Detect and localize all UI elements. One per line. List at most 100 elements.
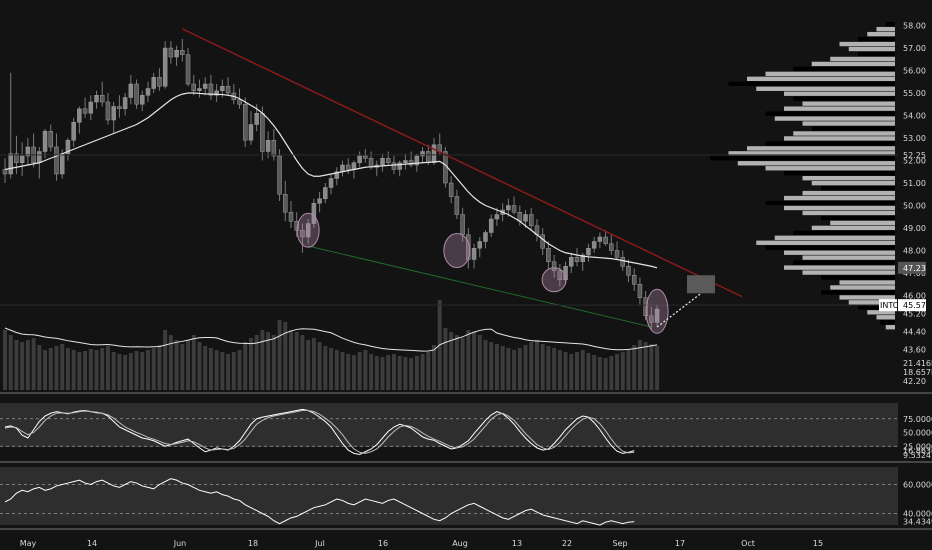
volume-bar [397, 356, 402, 390]
candle-body [71, 122, 76, 141]
candle-body [340, 164, 345, 172]
volume-profile-bar [821, 215, 895, 221]
rsi-pane-bg [0, 467, 898, 525]
volume-bar [277, 320, 282, 390]
date-tick-label: 16 [378, 539, 388, 548]
volume-profile-bar [765, 245, 895, 250]
price-tags: 47.23 INTC 45.57 [879, 261, 926, 312]
candle-body [471, 248, 477, 260]
candle-body [626, 266, 631, 276]
volume-profile-bar [830, 220, 895, 226]
candle-body [586, 248, 591, 256]
volume-bar [357, 352, 362, 390]
candle-body [260, 113, 265, 152]
candle-body [637, 284, 643, 298]
rsi-tick-label: 34.4349 [903, 518, 932, 527]
volume-bar [409, 358, 414, 390]
volume-bar [575, 352, 579, 390]
volume-bar [454, 335, 459, 390]
volume-bar [43, 350, 48, 390]
volume-tick-label: 18.657M [903, 368, 932, 377]
candle-body [283, 194, 288, 213]
candle-body [145, 88, 151, 96]
volume-bar [3, 330, 7, 390]
price-tick-label: 46.00 [903, 292, 926, 301]
volume-bar [117, 354, 122, 390]
candle-body [54, 146, 59, 175]
volume-profile-bar [821, 290, 895, 295]
price-tick-label: 52.25 [903, 151, 926, 160]
candle-body [351, 162, 357, 170]
candle-body [25, 146, 31, 157]
candle-body [591, 241, 597, 249]
price-candles [2, 39, 660, 330]
ma-price-tag [898, 261, 926, 274]
volume-profile-bar [747, 146, 895, 151]
candle-body [288, 212, 294, 222]
candle-body [368, 158, 374, 168]
volume-profile-bar [765, 141, 895, 146]
candle-body [345, 164, 351, 170]
volume-bar [517, 348, 522, 390]
candle-body [300, 230, 305, 238]
candle-body [305, 223, 311, 238]
volume-bar [460, 338, 465, 390]
candle-body [603, 236, 608, 244]
volume-bar [254, 335, 259, 390]
volume-bar [248, 338, 253, 390]
volume-profile-bar [765, 71, 895, 77]
price-tick-label: 57.00 [903, 44, 926, 53]
stochastic-d-line [4, 410, 635, 454]
price-tick-label: 43.60 [903, 346, 926, 355]
rsi-tick-label: 60.0000 [903, 481, 932, 490]
candle-body [540, 234, 545, 249]
volume-profile-bar [765, 111, 895, 116]
stochastic-tick-label: 75.0000 [903, 415, 932, 424]
volume-profile-bar [821, 185, 895, 191]
volume-bar [54, 346, 59, 390]
candle-body [454, 196, 460, 215]
volume-bar [100, 348, 105, 390]
candle-body [225, 86, 231, 94]
stochastic-k-line [4, 408, 635, 456]
date-axis[interactable]: May 14 Jun 18 Jul 16 Aug 13 22 Sep 17 Oct 15 [20, 539, 823, 548]
volume-bar [597, 357, 602, 390]
volume-bar [552, 348, 557, 390]
candle-body [191, 83, 197, 91]
volume-bar [340, 352, 345, 390]
volume-profile-bar [802, 121, 895, 126]
candle-body [437, 144, 442, 152]
support-trendline [308, 245, 652, 328]
candle-body [111, 106, 116, 121]
volume-bar [420, 354, 425, 390]
volume-profile-bar [811, 180, 895, 186]
volume-profile-bar [802, 176, 895, 181]
volume-bar [449, 332, 454, 390]
candle-body [277, 155, 282, 195]
price-axis[interactable]: 58.00 57.00 56.00 55.00 54.00 53.00 52.2552.00… [903, 22, 932, 527]
candle-body [506, 205, 511, 211]
stochastic-tick-label: 25.0000 [903, 442, 932, 451]
candle-body [271, 140, 277, 157]
date-tick-label: Sep [612, 539, 627, 548]
date-tick-label: 13 [512, 539, 522, 548]
volume-profile-bar [737, 161, 895, 166]
candle-body [334, 171, 340, 179]
volume-profile-bar [784, 195, 895, 201]
volume-bar [414, 356, 419, 390]
volume-bar [534, 340, 539, 390]
candle-body [483, 232, 488, 242]
volume-bar [494, 344, 499, 390]
volume-bar [317, 342, 322, 390]
candle-body [208, 83, 214, 96]
candle-body [37, 151, 42, 163]
volume-profile-bar [839, 295, 895, 300]
volume-bar [191, 335, 196, 390]
volume-bar [31, 338, 36, 390]
candle-body [391, 162, 397, 170]
volume-profile-bar [793, 96, 895, 101]
price-tick-label: 50.00 [903, 202, 926, 211]
candle-body [363, 155, 368, 159]
volume-bar [443, 328, 448, 390]
